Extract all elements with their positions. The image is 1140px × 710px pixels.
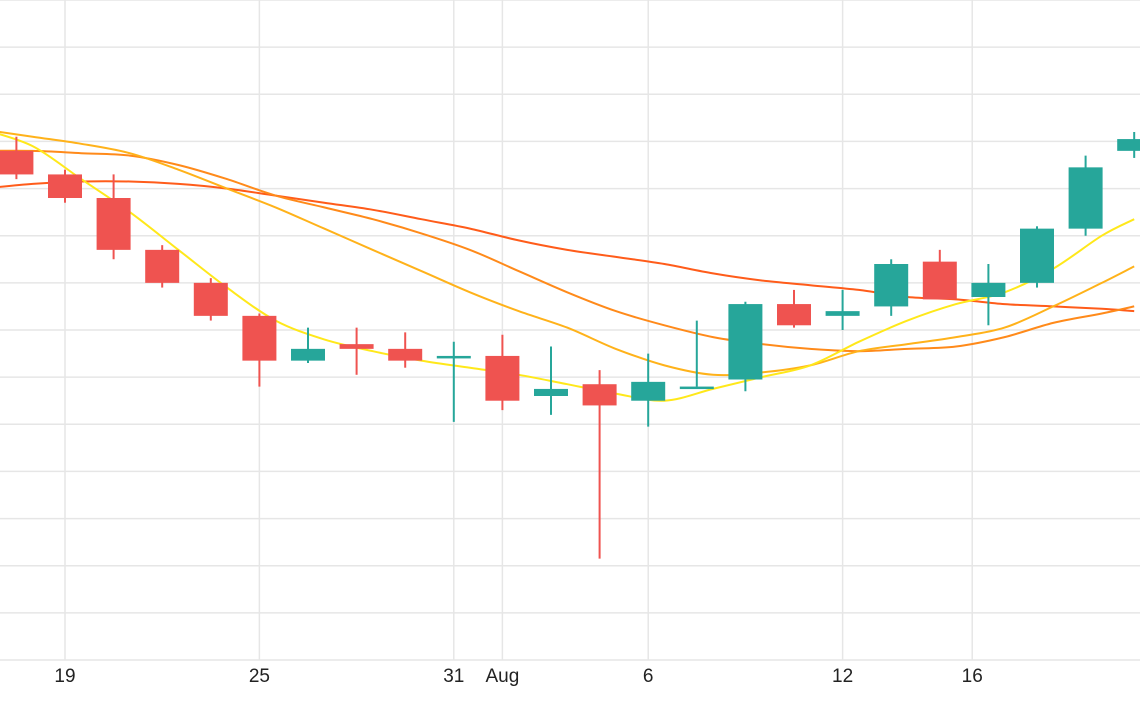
candle-up [436, 341, 471, 422]
candle-down [485, 334, 520, 411]
candle-body [96, 198, 131, 250]
x-tick-label: 6 [643, 666, 654, 687]
horizontal-gridlines [0, 0, 1140, 661]
candle-body [436, 355, 471, 359]
moving-average-ma-mid [0, 130, 1135, 377]
candle-body [291, 348, 325, 361]
candle-down [922, 249, 957, 300]
candle-body [631, 381, 666, 401]
x-axis-tick-labels: 19 25 31 Aug 6 12 16 [54, 666, 982, 687]
x-tick-label: 31 [443, 666, 464, 687]
candle-up [1117, 132, 1140, 158]
candle-down [0, 136, 34, 180]
candle-down [777, 289, 811, 328]
x-tick-label: 12 [832, 666, 853, 687]
x-tick-label: Aug [485, 666, 519, 687]
candle-body [825, 311, 860, 316]
candle-body [922, 261, 957, 300]
candle-body [728, 304, 763, 380]
candle-body [242, 315, 277, 361]
x-tick-label: 16 [962, 666, 983, 687]
candle-down [582, 370, 617, 559]
candle-body [1117, 139, 1140, 151]
candle-body [339, 344, 374, 349]
candles [0, 132, 1140, 559]
candle-down [339, 327, 374, 375]
candle-up [291, 327, 325, 363]
candle-up [679, 320, 714, 390]
candle-down [242, 313, 277, 387]
candle-up [971, 264, 1006, 326]
candle-up [728, 301, 763, 392]
candle-down [145, 245, 180, 288]
moving-average-ma-long [0, 149, 1135, 353]
candle-body [193, 282, 228, 316]
candle-down [48, 169, 82, 203]
candle-body [582, 384, 617, 406]
candle-down [388, 332, 423, 368]
candle-up [825, 289, 860, 330]
x-tick-label: 19 [54, 666, 75, 687]
candle-body [388, 348, 423, 361]
candle-body [1020, 228, 1054, 283]
candle-up [1020, 226, 1054, 288]
candle-down [96, 174, 131, 260]
candle-body [1068, 167, 1103, 229]
candle-body [0, 150, 34, 175]
candle-up [1068, 155, 1103, 236]
candle-body [534, 388, 568, 396]
candle-body [145, 249, 180, 283]
candle-body [485, 355, 520, 401]
candle-body [777, 304, 811, 326]
candle-up [874, 259, 909, 316]
candle-up [534, 346, 568, 415]
x-tick-label: 25 [249, 666, 270, 687]
candle-body [874, 264, 909, 307]
candle-body [48, 174, 82, 198]
candle-body [679, 386, 714, 390]
candle-up [631, 353, 666, 427]
candle-body [971, 282, 1006, 297]
candle-down [193, 278, 228, 321]
moving-average-ma-longest [0, 180, 1135, 313]
